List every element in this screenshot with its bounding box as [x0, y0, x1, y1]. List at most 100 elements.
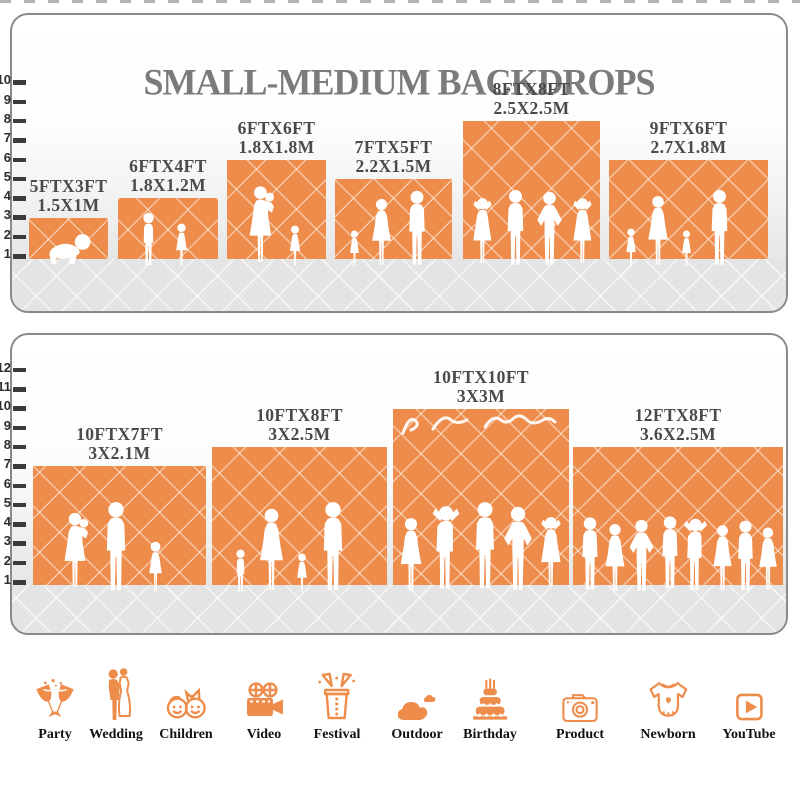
size-m: 1.5X1M	[37, 194, 100, 215]
backdrop-size-label: 10FTX8FT 3X2.5M	[256, 406, 343, 444]
backdrop-10x7ft: 10FTX7FT 3X2.1M	[33, 425, 206, 592]
small-medium-backdrops-panel: SMALL-MEDIUM BACKDROPS 5FTX3FT 1.5X1M 6F…	[0, 13, 788, 313]
ruler-dash	[13, 502, 26, 508]
backdrop-12x8ft: 12FTX8FT 3.6X2.5M	[573, 406, 783, 591]
ruler-dash	[13, 560, 26, 566]
backdrop-10x10ft: 10FTX10FT 3X3M	[393, 367, 569, 591]
backdrop-size-label: 5FTX3FT 1.5X1M	[30, 176, 108, 215]
ruler-tick-3: 3	[0, 207, 30, 222]
size-ft: 10FTX10FT	[433, 366, 529, 387]
ruler-number: 3	[3, 207, 11, 223]
ruler-tick-2: 2	[0, 553, 30, 568]
backdrop-10x8ft: 10FTX8FT 3X2.5M	[212, 406, 387, 592]
ruler-number: 5	[3, 168, 11, 184]
ruler-dash	[13, 176, 26, 182]
category-label: Newborn	[640, 727, 696, 742]
category-label: Product	[556, 727, 604, 742]
ruler-dash	[13, 99, 26, 105]
size-ft: 9FTX6FT	[649, 117, 728, 138]
ruler-tick-3: 3	[0, 533, 30, 548]
category-children: Children	[159, 660, 213, 743]
ruler-tick-8: 8	[0, 437, 30, 452]
category-label: Children	[159, 727, 213, 742]
size-ft: 8FTX8FT	[492, 79, 571, 100]
ruler-dash	[13, 406, 26, 411]
ruler-number: 7	[3, 456, 11, 472]
ruler-dash	[13, 367, 26, 373]
category-product: Product	[556, 660, 604, 743]
ruler-number: 6	[3, 475, 11, 491]
ruler-dash	[13, 522, 26, 527]
ruler-dash	[13, 580, 26, 585]
birthday-icon	[472, 678, 508, 720]
size-ft: 10FTX8FT	[256, 405, 343, 426]
ruler-number: 4	[3, 188, 11, 204]
floor-strip	[12, 585, 786, 633]
festival-icon	[318, 672, 356, 720]
ruler-tick-1: 1	[0, 572, 30, 587]
ruler-tick-11: 11	[0, 379, 30, 394]
ruler-tick-5: 5	[0, 495, 30, 510]
ruler-tick-6: 6	[0, 150, 30, 165]
backdrop-5x3ft: 5FTX3FT 1.5X1M	[29, 176, 108, 264]
ruler-tick-1: 1	[0, 246, 30, 261]
ruler-tick-2: 2	[0, 227, 30, 242]
ruler-tick-12: 12	[0, 360, 30, 375]
wedding-icon	[108, 668, 131, 720]
ruler-dash	[13, 80, 26, 85]
category-label: Birthday	[463, 727, 517, 742]
ruler-tick-6: 6	[0, 476, 30, 491]
backdrop-size-label: 8FTX8FT 2.5X2.5M	[493, 80, 571, 118]
family-of-four-silhouettes	[625, 189, 727, 266]
backdrop-size-label: 10FTX7FT 3X2.1M	[76, 425, 163, 463]
outdoor-icon	[397, 695, 436, 720]
ruler-dash	[13, 138, 26, 143]
group-silhouettes	[472, 189, 592, 265]
posing-group-silhouettes	[400, 502, 561, 591]
ruler-number: 4	[3, 514, 11, 530]
ruler-number: 5	[3, 494, 11, 510]
size-m: 3X2.1M	[88, 443, 151, 464]
category-video: Video	[240, 660, 288, 743]
ruler-dash	[13, 541, 26, 546]
ruler-number: 1	[3, 572, 11, 587]
ruler-tick-9: 9	[0, 92, 30, 107]
category-label: YouTube	[722, 727, 776, 742]
category-outdoor: Outdoor	[391, 660, 443, 743]
children-icon	[166, 687, 206, 719]
ruler-tick-5: 5	[0, 169, 30, 184]
size-m: 2.2X1.5M	[355, 156, 432, 176]
product-icon	[562, 694, 598, 723]
category-youtube: YouTube	[722, 660, 776, 743]
ruler-number: 10	[0, 398, 11, 414]
family-silhouettes	[64, 502, 162, 592]
category-festival: Festival	[314, 660, 360, 743]
ruler-dash	[13, 464, 26, 469]
ruler-tick-7: 7	[0, 130, 30, 145]
ruler-dash	[13, 196, 26, 201]
ruler-number: 8	[3, 436, 11, 452]
watermark-script	[401, 413, 557, 434]
ruler-tick-4: 4	[0, 188, 30, 203]
backdrop-size-label: 6FTX4FT 1.8X1.2M	[129, 157, 207, 195]
category-label: Party	[38, 727, 72, 742]
ruler-number: 8	[3, 110, 11, 126]
crowd-silhouettes	[582, 516, 777, 591]
category-wedding: Wedding	[89, 660, 143, 743]
ruler-dash	[13, 118, 26, 124]
category-party: Party	[32, 660, 78, 743]
ruler-number: 9	[3, 91, 11, 107]
backdrop-size-label: 9FTX6FT 2.7X1.8M	[649, 117, 728, 157]
video-icon	[247, 682, 283, 716]
backdrop-size-label: 6FTX6FT 1.8X1.8M	[238, 118, 316, 157]
size-ft: 7FTX5FT	[354, 137, 433, 157]
ruler-dash	[13, 483, 26, 488]
ruler-dash	[13, 425, 26, 431]
backdrop-9x6ft: 9FTX6FT 2.7X1.8M	[609, 118, 768, 266]
newborn-icon	[649, 682, 687, 717]
backdrop-6x4ft: 6FTX4FT 1.8X1.2M	[118, 157, 218, 266]
party-icon	[36, 679, 74, 717]
backdrop-7x5ft: 7FTX5FT 2.2X1.5M	[335, 138, 452, 266]
size-m: 3X2.5M	[268, 424, 331, 445]
floor-strip	[12, 259, 786, 311]
